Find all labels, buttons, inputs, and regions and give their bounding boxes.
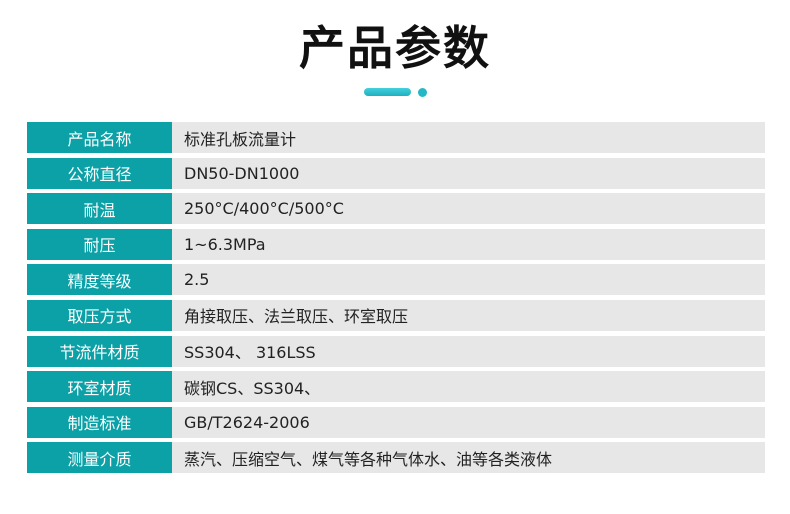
page-title: 产品参数 xyxy=(299,21,491,75)
row-value: 碳钢CS、SS304、 xyxy=(172,371,765,403)
row-value: 2.5 xyxy=(172,264,765,296)
row-label: 耐温 xyxy=(27,193,172,225)
row-value: DN50-DN1000 xyxy=(172,157,765,189)
table-row: 耐压 1~6.3MPa xyxy=(27,228,765,260)
table-row: 制造标准 GB/T2624-2006 xyxy=(27,406,765,438)
table-row: 节流件材质 SS304、 316LSS xyxy=(27,335,765,367)
row-label: 精度等级 xyxy=(27,264,172,296)
row-value: 1~6.3MPa xyxy=(172,228,765,260)
spec-table: 产品名称 标准孔板流量计 公称直径 DN50-DN1000 耐温 250°C/400°… xyxy=(27,122,765,478)
table-row: 环室材质 碳钢CS、SS304、 xyxy=(27,371,765,403)
row-label: 耐压 xyxy=(27,228,172,260)
table-row: 精度等级 2.5 xyxy=(27,264,765,296)
row-label: 环室材质 xyxy=(27,371,172,403)
row-value: GB/T2624-2006 xyxy=(172,406,765,438)
row-value: 角接取压、法兰取压、环室取压 xyxy=(172,299,765,331)
row-label: 制造标准 xyxy=(27,406,172,438)
row-label: 节流件材质 xyxy=(27,335,172,367)
row-label: 公称直径 xyxy=(27,157,172,189)
row-value: SS304、 316LSS xyxy=(172,335,765,367)
table-row: 公称直径 DN50-DN1000 xyxy=(27,157,765,189)
title-underline-decoration xyxy=(364,88,411,96)
row-label: 产品名称 xyxy=(27,122,172,153)
row-value: 蒸汽、压缩空气、煤气等各种气体水、油等各类液体 xyxy=(172,442,765,474)
row-value: 标准孔板流量计 xyxy=(172,122,765,153)
title-dot-decoration xyxy=(418,88,427,97)
table-row: 产品名称 标准孔板流量计 xyxy=(27,122,765,153)
row-value: 250°C/400°C/500°C xyxy=(172,193,765,225)
table-row: 测量介质 蒸汽、压缩空气、煤气等各种气体水、油等各类液体 xyxy=(27,442,765,474)
row-label: 取压方式 xyxy=(27,299,172,331)
table-row: 取压方式 角接取压、法兰取压、环室取压 xyxy=(27,299,765,331)
row-label: 测量介质 xyxy=(27,442,172,474)
table-row: 耐温 250°C/400°C/500°C xyxy=(27,193,765,225)
